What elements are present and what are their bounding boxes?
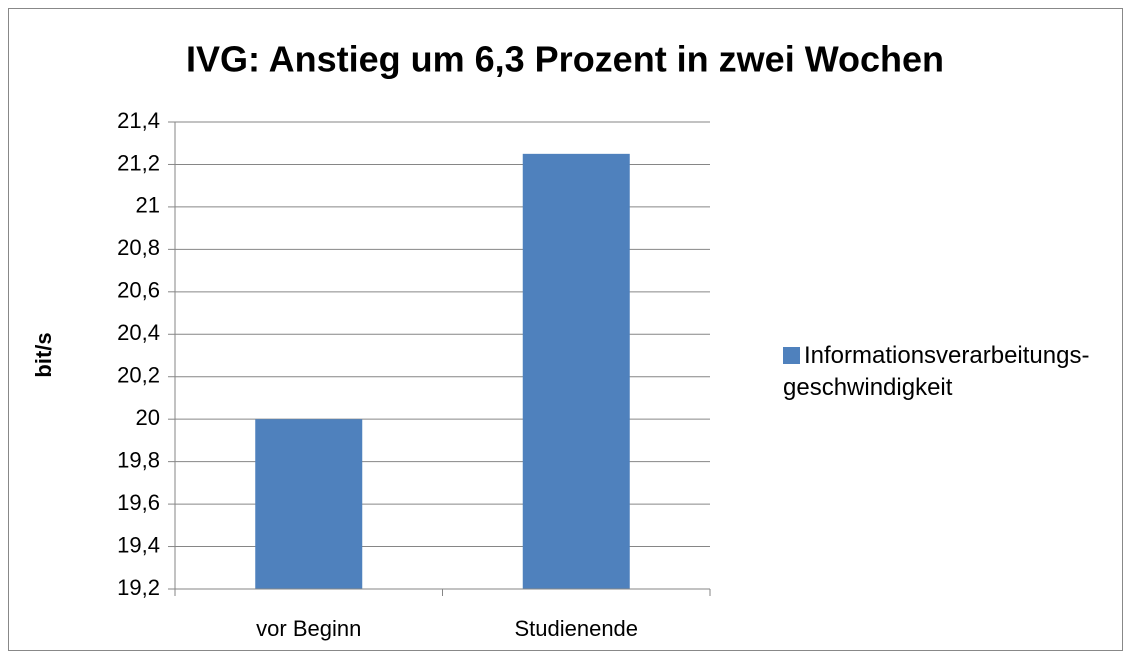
y-tick-label: 19,8 [117,447,160,472]
y-tick-label: 20,6 [117,278,160,303]
y-tick-label: 20,4 [117,320,160,345]
legend-label: Informationsverarbeitungs-geschwindigkei… [783,342,1090,401]
legend-swatch [783,347,800,364]
y-tick-label: 21,4 [117,108,160,133]
y-tick-label: 21 [136,193,160,218]
x-tick-label: vor Beginn [256,616,361,641]
y-tick-label: 20,2 [117,363,160,388]
y-tick-label: 21,2 [117,150,160,175]
x-tick-label: Studienende [514,616,638,641]
y-tick-label: 19,2 [117,575,160,600]
y-tick-label: 20 [136,405,160,430]
y-tick-label: 19,4 [117,532,160,557]
legend: Informationsverarbeitungs-geschwindigkei… [783,340,1128,404]
y-tick-label: 19,6 [117,490,160,515]
y-axis-label: bit/s [31,332,56,377]
y-tick-label: 20,8 [117,235,160,260]
bar [255,419,363,589]
bar [522,153,630,589]
chart-title: IVG: Anstieg um 6,3 Prozent in zwei Woch… [186,39,944,80]
